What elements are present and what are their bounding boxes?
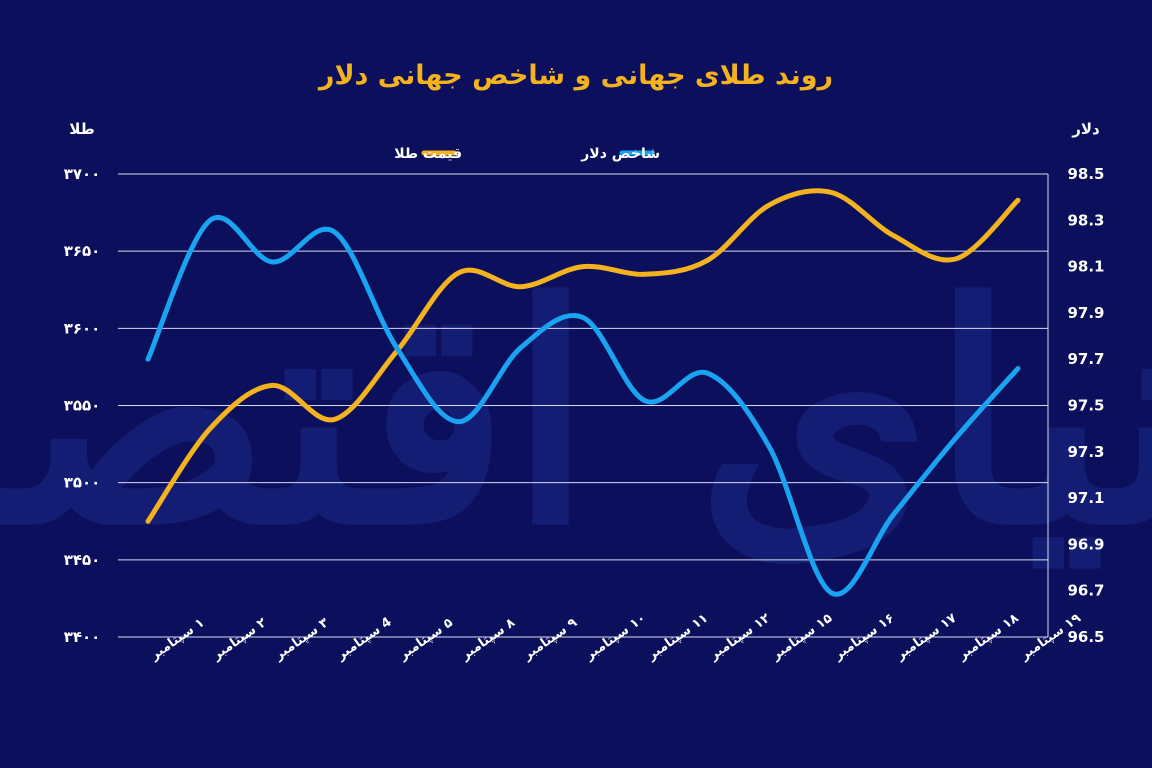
gridlines: [118, 173, 1049, 638]
x-tick-label: ۸ سپتامبر: [458, 615, 518, 664]
left-tick-label: ۳۵۰۰: [64, 474, 101, 492]
left-tick-label: ۳۴۵۰: [64, 551, 101, 569]
left-tick-label: ۳۷۰۰: [64, 165, 101, 183]
x-tick-label: ۲ سپتامبر: [209, 615, 269, 664]
x-tick-label: 4 سپتامبر: [333, 615, 394, 664]
legend-gold-label: قیمت طلا: [394, 146, 462, 162]
right-tick-label: 97.9: [1067, 304, 1104, 322]
right-tick-label: 97.3: [1067, 443, 1104, 461]
dollar-index-line: [145, 215, 1021, 597]
x-tick-label: ۹ سپتامبر: [520, 615, 580, 664]
right-axis-ticks: 98.5 98.3 98.1 97.9 97.7 97.5 97.3 97.1 96.9 96.7…: [1067, 165, 1104, 646]
right-tick-label: 96.7: [1067, 582, 1104, 600]
x-tick-label: ۱ سپتامبر: [147, 615, 207, 664]
left-tick-label: ۳۴۰۰: [64, 628, 101, 646]
gold-price-line: [145, 188, 1021, 524]
right-tick-label: 97.7: [1067, 350, 1104, 368]
left-tick-label: ۳۵۵۰: [64, 397, 101, 415]
legend-dollar-label: شاخص دلار: [580, 146, 660, 162]
watermark: دنیای اقتصاد: [0, 238, 1152, 591]
right-tick-label: 98.3: [1067, 211, 1104, 229]
left-tick-label: ۳۶۰۰: [64, 319, 101, 337]
right-axis-title: دلار: [1071, 120, 1100, 138]
series-lines: [145, 188, 1021, 597]
right-tick-label: 96.9: [1067, 535, 1104, 553]
x-tick-label: ۳ سپتامبر: [271, 615, 331, 664]
x-tick-label: ۵ سپتامبر: [395, 615, 455, 664]
left-axis-ticks: ۳۷۰۰ ۳۶۵۰ ۳۶۰۰ ۳۵۵۰ ۳۵۰۰ ۳۴۵۰ ۳۴۰۰: [64, 165, 101, 646]
right-tick-label: 98.5: [1067, 165, 1104, 183]
chart-title: روند طلای جهانی و شاخص جهانی دلار: [317, 60, 833, 91]
right-tick-label: 97.1: [1067, 489, 1104, 507]
right-tick-label: 97.5: [1067, 397, 1104, 415]
legend: شاخص دلار قیمت طلا: [394, 146, 660, 162]
left-axis-title: طلا: [69, 120, 95, 138]
right-tick-label: 98.1: [1067, 258, 1104, 276]
right-tick-label: 96.5: [1067, 628, 1104, 646]
left-tick-label: ۳۶۵۰: [64, 242, 101, 260]
